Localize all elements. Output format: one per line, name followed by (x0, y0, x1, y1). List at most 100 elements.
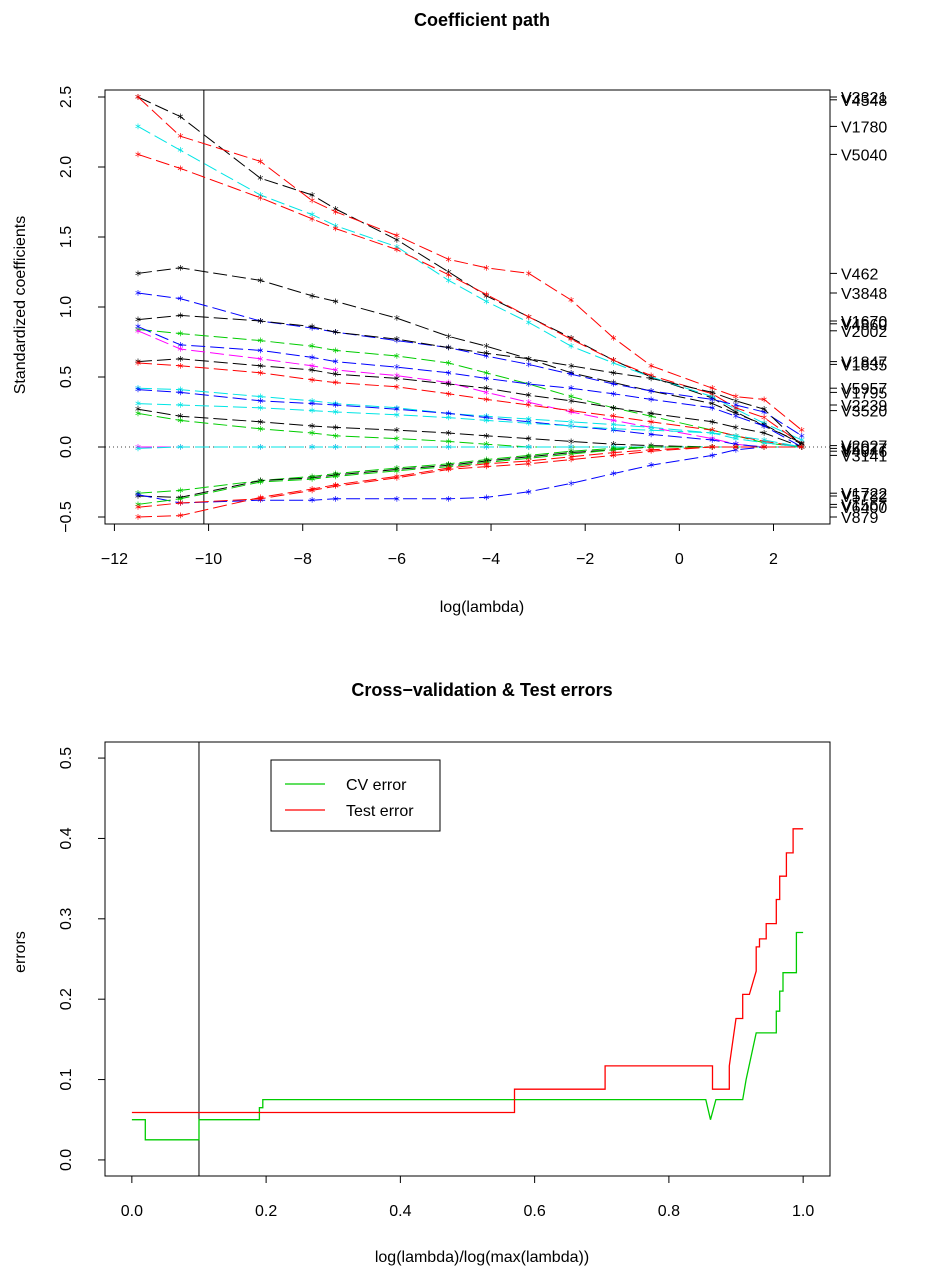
coef-path-line (137, 446, 802, 498)
coef-point: * (761, 442, 767, 456)
coef-point: * (648, 441, 654, 455)
coef-point: * (177, 411, 183, 425)
coef-point: * (446, 442, 452, 456)
coef-point: * (177, 354, 183, 368)
coef-point: * (483, 492, 489, 506)
coef-point: * (733, 392, 739, 406)
coef-path-line (137, 446, 802, 505)
coef-point: * (483, 296, 489, 310)
coef-point: * (610, 445, 616, 459)
coef-point: * (257, 275, 263, 289)
coef-point: * (799, 439, 805, 453)
coef-point: * (568, 406, 574, 420)
coef-point: * (333, 345, 339, 359)
variable-label: V2027 (841, 439, 887, 456)
coef-point: * (761, 442, 767, 456)
coef-point: * (799, 442, 805, 456)
coef-point: * (135, 326, 141, 340)
coef-point: * (177, 263, 183, 277)
coef-point: * (446, 343, 452, 357)
coef-path-line (137, 330, 802, 448)
coef-point: * (610, 424, 616, 438)
x-ticks: −12 −10 −8 −6 −4 −2 0 2 (101, 523, 778, 568)
coef-point: * (568, 436, 574, 450)
coef-point: * (709, 442, 715, 456)
coef-point: * (394, 403, 400, 417)
coef-point: * (135, 358, 141, 372)
coef-point: * (177, 511, 183, 525)
coef-point: * (309, 421, 315, 435)
coef-point: * (394, 362, 400, 376)
coef-point: * (709, 393, 715, 407)
coef-point: * (610, 355, 616, 369)
coef-point: * (799, 425, 805, 439)
coef-point: * (799, 442, 805, 456)
coef-point: * (446, 408, 452, 422)
chart-title: Coefficient path (414, 10, 550, 30)
coef-point: * (333, 327, 339, 341)
coef-point: * (394, 442, 400, 456)
coef-point: * (648, 394, 654, 408)
coef-point: * (709, 428, 715, 442)
y-tick-label: 0.3 (58, 908, 75, 930)
coef-point: * (648, 460, 654, 474)
coef-point: * (177, 329, 183, 343)
coef-point: * (177, 492, 183, 506)
coef-point: * (135, 149, 141, 163)
coef-point: * (648, 425, 654, 439)
coef-point: * (394, 425, 400, 439)
coef-point: * (333, 480, 339, 494)
coef-point: * (309, 210, 315, 224)
coef-point: * (761, 421, 767, 435)
coef-point: * (309, 341, 315, 355)
coef-point: * (446, 436, 452, 450)
coef-point: * (526, 414, 532, 428)
variable-label: V2239 (841, 398, 887, 415)
coef-point: * (610, 415, 616, 429)
coef-point: * (309, 396, 315, 410)
coef-point: * (135, 322, 141, 336)
coef-point: * (177, 340, 183, 354)
x-axis-label: log(lambda)/log(max(lambda)) (375, 1249, 589, 1266)
coef-path-line (137, 389, 802, 448)
cv-error-line (131, 931, 804, 1141)
coef-point: * (483, 457, 489, 471)
coef-point: * (257, 492, 263, 506)
coef-point: * (526, 442, 532, 456)
coef-point: * (309, 322, 315, 336)
coef-point: * (568, 442, 574, 456)
coef-point: * (257, 354, 263, 368)
coef-point: * (483, 455, 489, 469)
coef-point: * (709, 442, 715, 456)
variable-label: V4548 (841, 93, 887, 110)
coef-series: **************** (135, 385, 805, 456)
coef-point: * (394, 463, 400, 477)
coef-point: * (733, 396, 739, 410)
coef-point: * (333, 431, 339, 445)
coef-series: * * * * * * * * * * * * * * * * (135, 310, 805, 454)
coef-point: * (568, 383, 574, 397)
coef-point: * (483, 411, 489, 425)
coef-point: * (761, 442, 767, 456)
coef-point: * (177, 498, 183, 512)
coef-point: * (761, 407, 767, 421)
coef-point: * (177, 344, 183, 358)
coef-point: * (333, 471, 339, 485)
y-tick-label: 0.5 (58, 366, 75, 388)
coef-point: * (309, 471, 315, 485)
coef-point: * (610, 450, 616, 464)
coef-point: * (526, 379, 532, 393)
coef-point: * (648, 411, 654, 425)
coef-point: * (761, 442, 767, 456)
coef-series: * * * * * * * * * * * * * * * * (135, 121, 805, 449)
coef-point: * (177, 415, 183, 429)
coef-point: * (177, 442, 183, 456)
coef-point: * (526, 268, 532, 282)
y-tick-label: 0.0 (58, 436, 75, 458)
coef-point: * (733, 442, 739, 456)
coef-point: * (733, 439, 739, 453)
coef-point: * (257, 156, 263, 170)
coef-point: * (446, 463, 452, 477)
coef-point: * (446, 442, 452, 456)
